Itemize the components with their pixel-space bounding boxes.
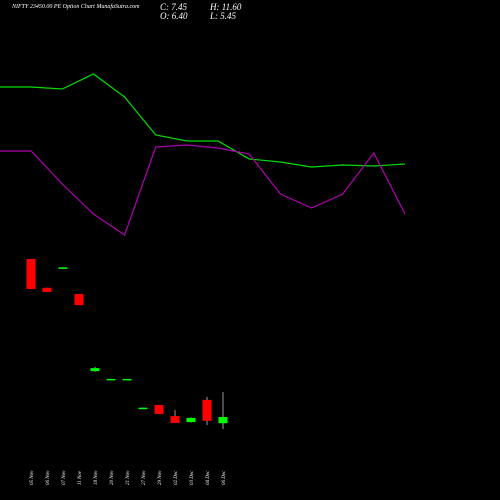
- x-tick-label: 21 Nov: [126, 470, 131, 485]
- x-tick-label: 29 Nov: [158, 470, 163, 485]
- indicator-line: [0, 73, 406, 168]
- low-label: L: 5.45: [209, 11, 237, 21]
- x-tick-label: 11 Nov: [78, 470, 83, 485]
- open-label: O: 6.40: [160, 11, 188, 21]
- candle-body: [42, 287, 52, 292]
- x-tick-label: 18 Nov: [94, 470, 99, 485]
- candle-body: [58, 267, 68, 269]
- candle-body: [90, 368, 100, 372]
- candle-body: [218, 416, 228, 424]
- close-label: C: 7.45: [160, 2, 188, 12]
- x-tick-label: 06 Nov: [46, 470, 51, 485]
- candle-body: [138, 407, 148, 410]
- candle-body: [26, 258, 36, 289]
- candle-body: [186, 417, 196, 423]
- x-tick-label: 02 Dec: [174, 470, 179, 485]
- candle-body: [154, 404, 164, 414]
- candle-body: [106, 378, 116, 381]
- high-label: H: 11.60: [209, 2, 242, 12]
- x-tick-label: 27 Nov: [142, 470, 147, 485]
- x-tick-label: 20 Nov: [110, 470, 115, 485]
- x-tick-label: 06 Dec: [222, 470, 227, 485]
- candle-body: [74, 294, 84, 306]
- candle-body: [122, 378, 132, 381]
- x-tick-label: 07 Nov: [62, 470, 67, 485]
- x-tick-label: 04 Dec: [206, 470, 211, 485]
- x-tick-label: 05 Nov: [30, 470, 35, 485]
- indicator-line: [0, 144, 406, 236]
- chart-title: NIFTY 23450.00 PE Option Chart MunafaSut…: [11, 3, 140, 10]
- x-tick-label: 03 Dec: [190, 470, 195, 485]
- candle-body: [170, 416, 180, 423]
- candle-body: [202, 399, 212, 421]
